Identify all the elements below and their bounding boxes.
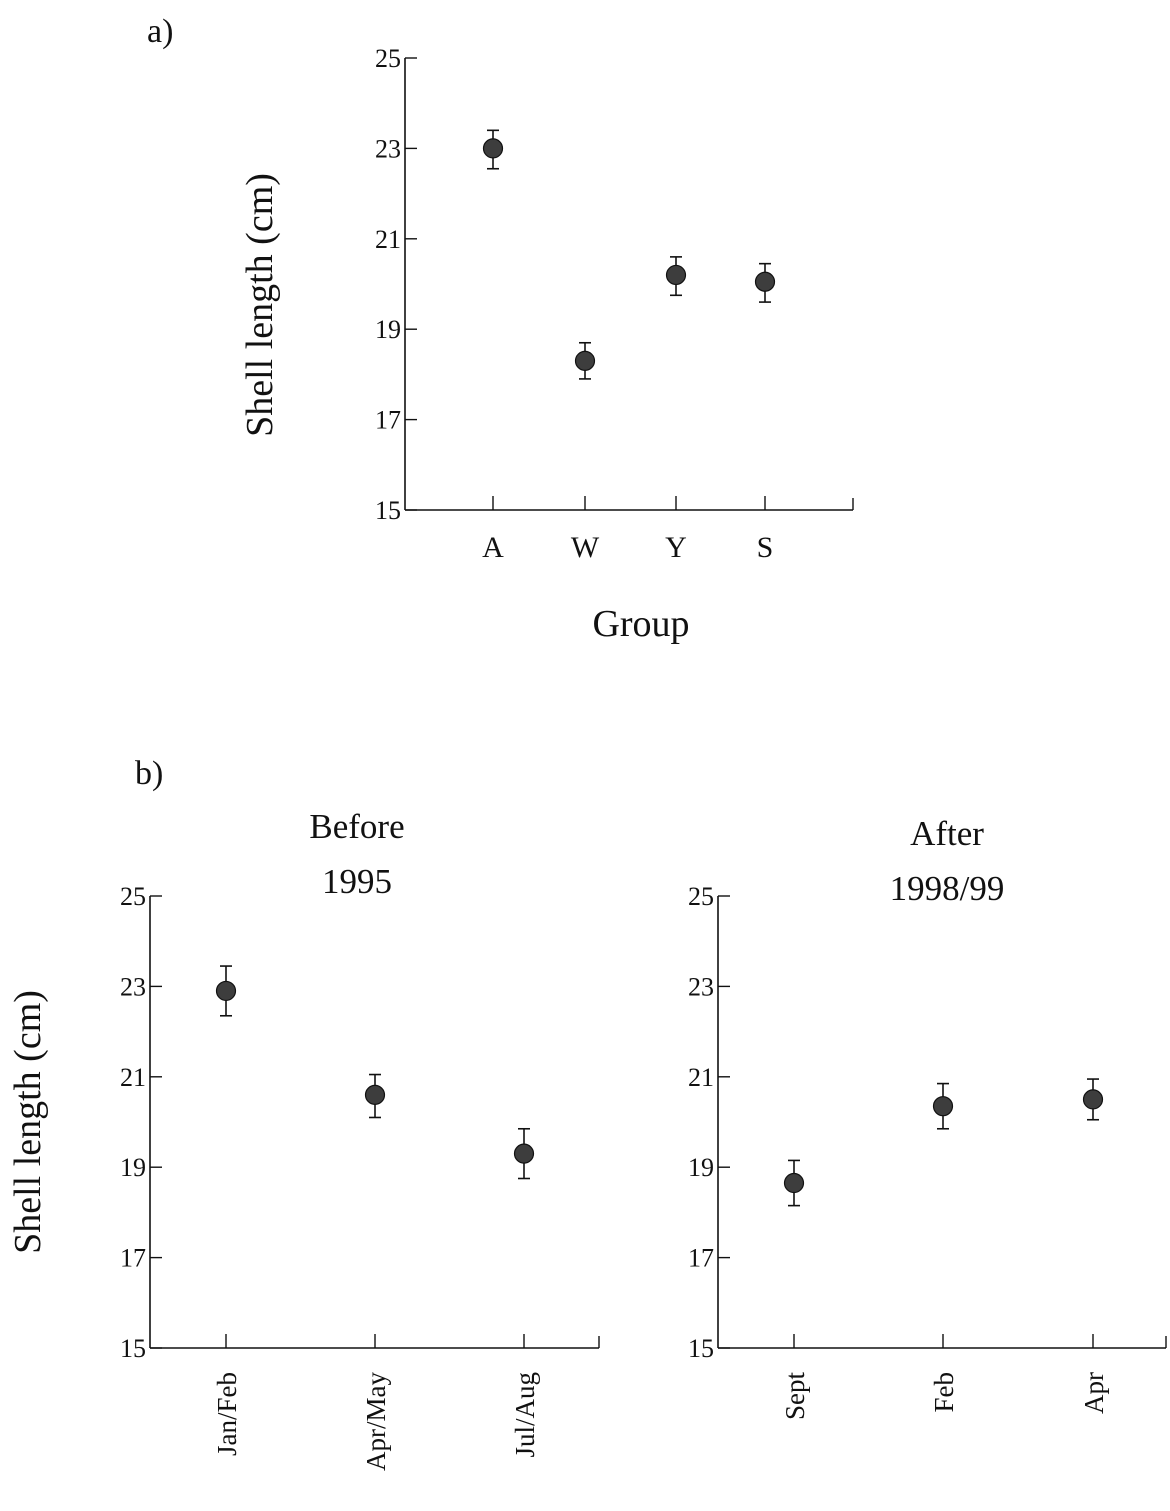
- b-before-x-tick-label: Apr/May: [361, 1372, 391, 1471]
- b-before-data-point: [513, 1143, 535, 1164]
- a-y-tick-label: 25: [375, 44, 401, 73]
- b-after-y-tick-label: 21: [688, 1063, 714, 1092]
- a-x-tick-label: S: [757, 531, 774, 564]
- a-x-tick-label: Y: [665, 531, 687, 564]
- b-before-y-tick-label: 25: [120, 882, 146, 911]
- a-y-tick-label: 17: [375, 406, 401, 435]
- b-after-y-tick-label: 25: [688, 882, 714, 911]
- a-data-point: [574, 350, 596, 371]
- a-y-axis-label: Shell length (cm): [239, 173, 281, 437]
- b-after-x-tick-label: Sept: [780, 1372, 810, 1421]
- a-y-tick-label: 21: [375, 225, 401, 254]
- b-before-title-line-2: 1995: [322, 862, 392, 901]
- b-before-y-tick-label: 15: [120, 1334, 146, 1363]
- a-y-tick-label: 15: [375, 496, 401, 525]
- panel-b-label: b): [135, 755, 163, 792]
- b-before-y-tick-label: 21: [120, 1063, 146, 1092]
- a-x-tick-label: A: [482, 531, 504, 564]
- b-after-data-point: [1082, 1089, 1104, 1110]
- a-data-point: [482, 138, 504, 159]
- b-before-data-point: [215, 980, 237, 1002]
- b-before-title-line-1: Before: [309, 807, 404, 846]
- b-after-data-point: [932, 1096, 954, 1117]
- a-y-tick-label: 19: [375, 315, 401, 344]
- b-after-title-line-1: After: [910, 814, 984, 853]
- a-x-axis-label: Group: [592, 603, 689, 645]
- b-before-y-axis-label: Shell length (cm): [7, 990, 49, 1254]
- b-before-x-tick-label: Jul/Aug: [510, 1372, 540, 1458]
- a-data-point: [665, 264, 687, 286]
- b-after-y-tick-label: 17: [688, 1244, 714, 1273]
- b-after-y-tick-label: 23: [688, 972, 714, 1001]
- a-data-point: [754, 271, 776, 292]
- b-before-x-tick-label: Jan/Feb: [212, 1372, 242, 1456]
- b-before-y-tick-label: 23: [120, 972, 146, 1001]
- chart-b-after: 15 17 19 21 23 25 Sept Feb Apr After 1998/99: [688, 814, 1167, 1421]
- b-after-y-tick-label: 15: [688, 1334, 714, 1363]
- b-before-data-point: [364, 1084, 386, 1105]
- b-after-title-line-2: 1998/99: [890, 869, 1005, 908]
- panel-a-label: a): [147, 13, 173, 50]
- b-after-x-tick-label: Feb: [929, 1372, 959, 1413]
- a-x-tick-label: W: [571, 531, 600, 564]
- b-after-x-tick-label: Apr: [1079, 1372, 1109, 1414]
- chart-b-before: 15 17 19 21 23 25 Jan/Feb Apr/May Jul/Aug Shell l…: [7, 807, 600, 1471]
- b-before-y-tick-label: 19: [120, 1153, 146, 1182]
- b-after-data-point: [783, 1172, 805, 1194]
- chart-a: 15 17 19 21 23 25 A W Y S Shell length (cm) Group: [239, 44, 854, 645]
- a-y-tick-label: 23: [375, 134, 401, 163]
- b-after-y-tick-label: 19: [688, 1153, 714, 1182]
- b-before-y-tick-label: 17: [120, 1244, 146, 1273]
